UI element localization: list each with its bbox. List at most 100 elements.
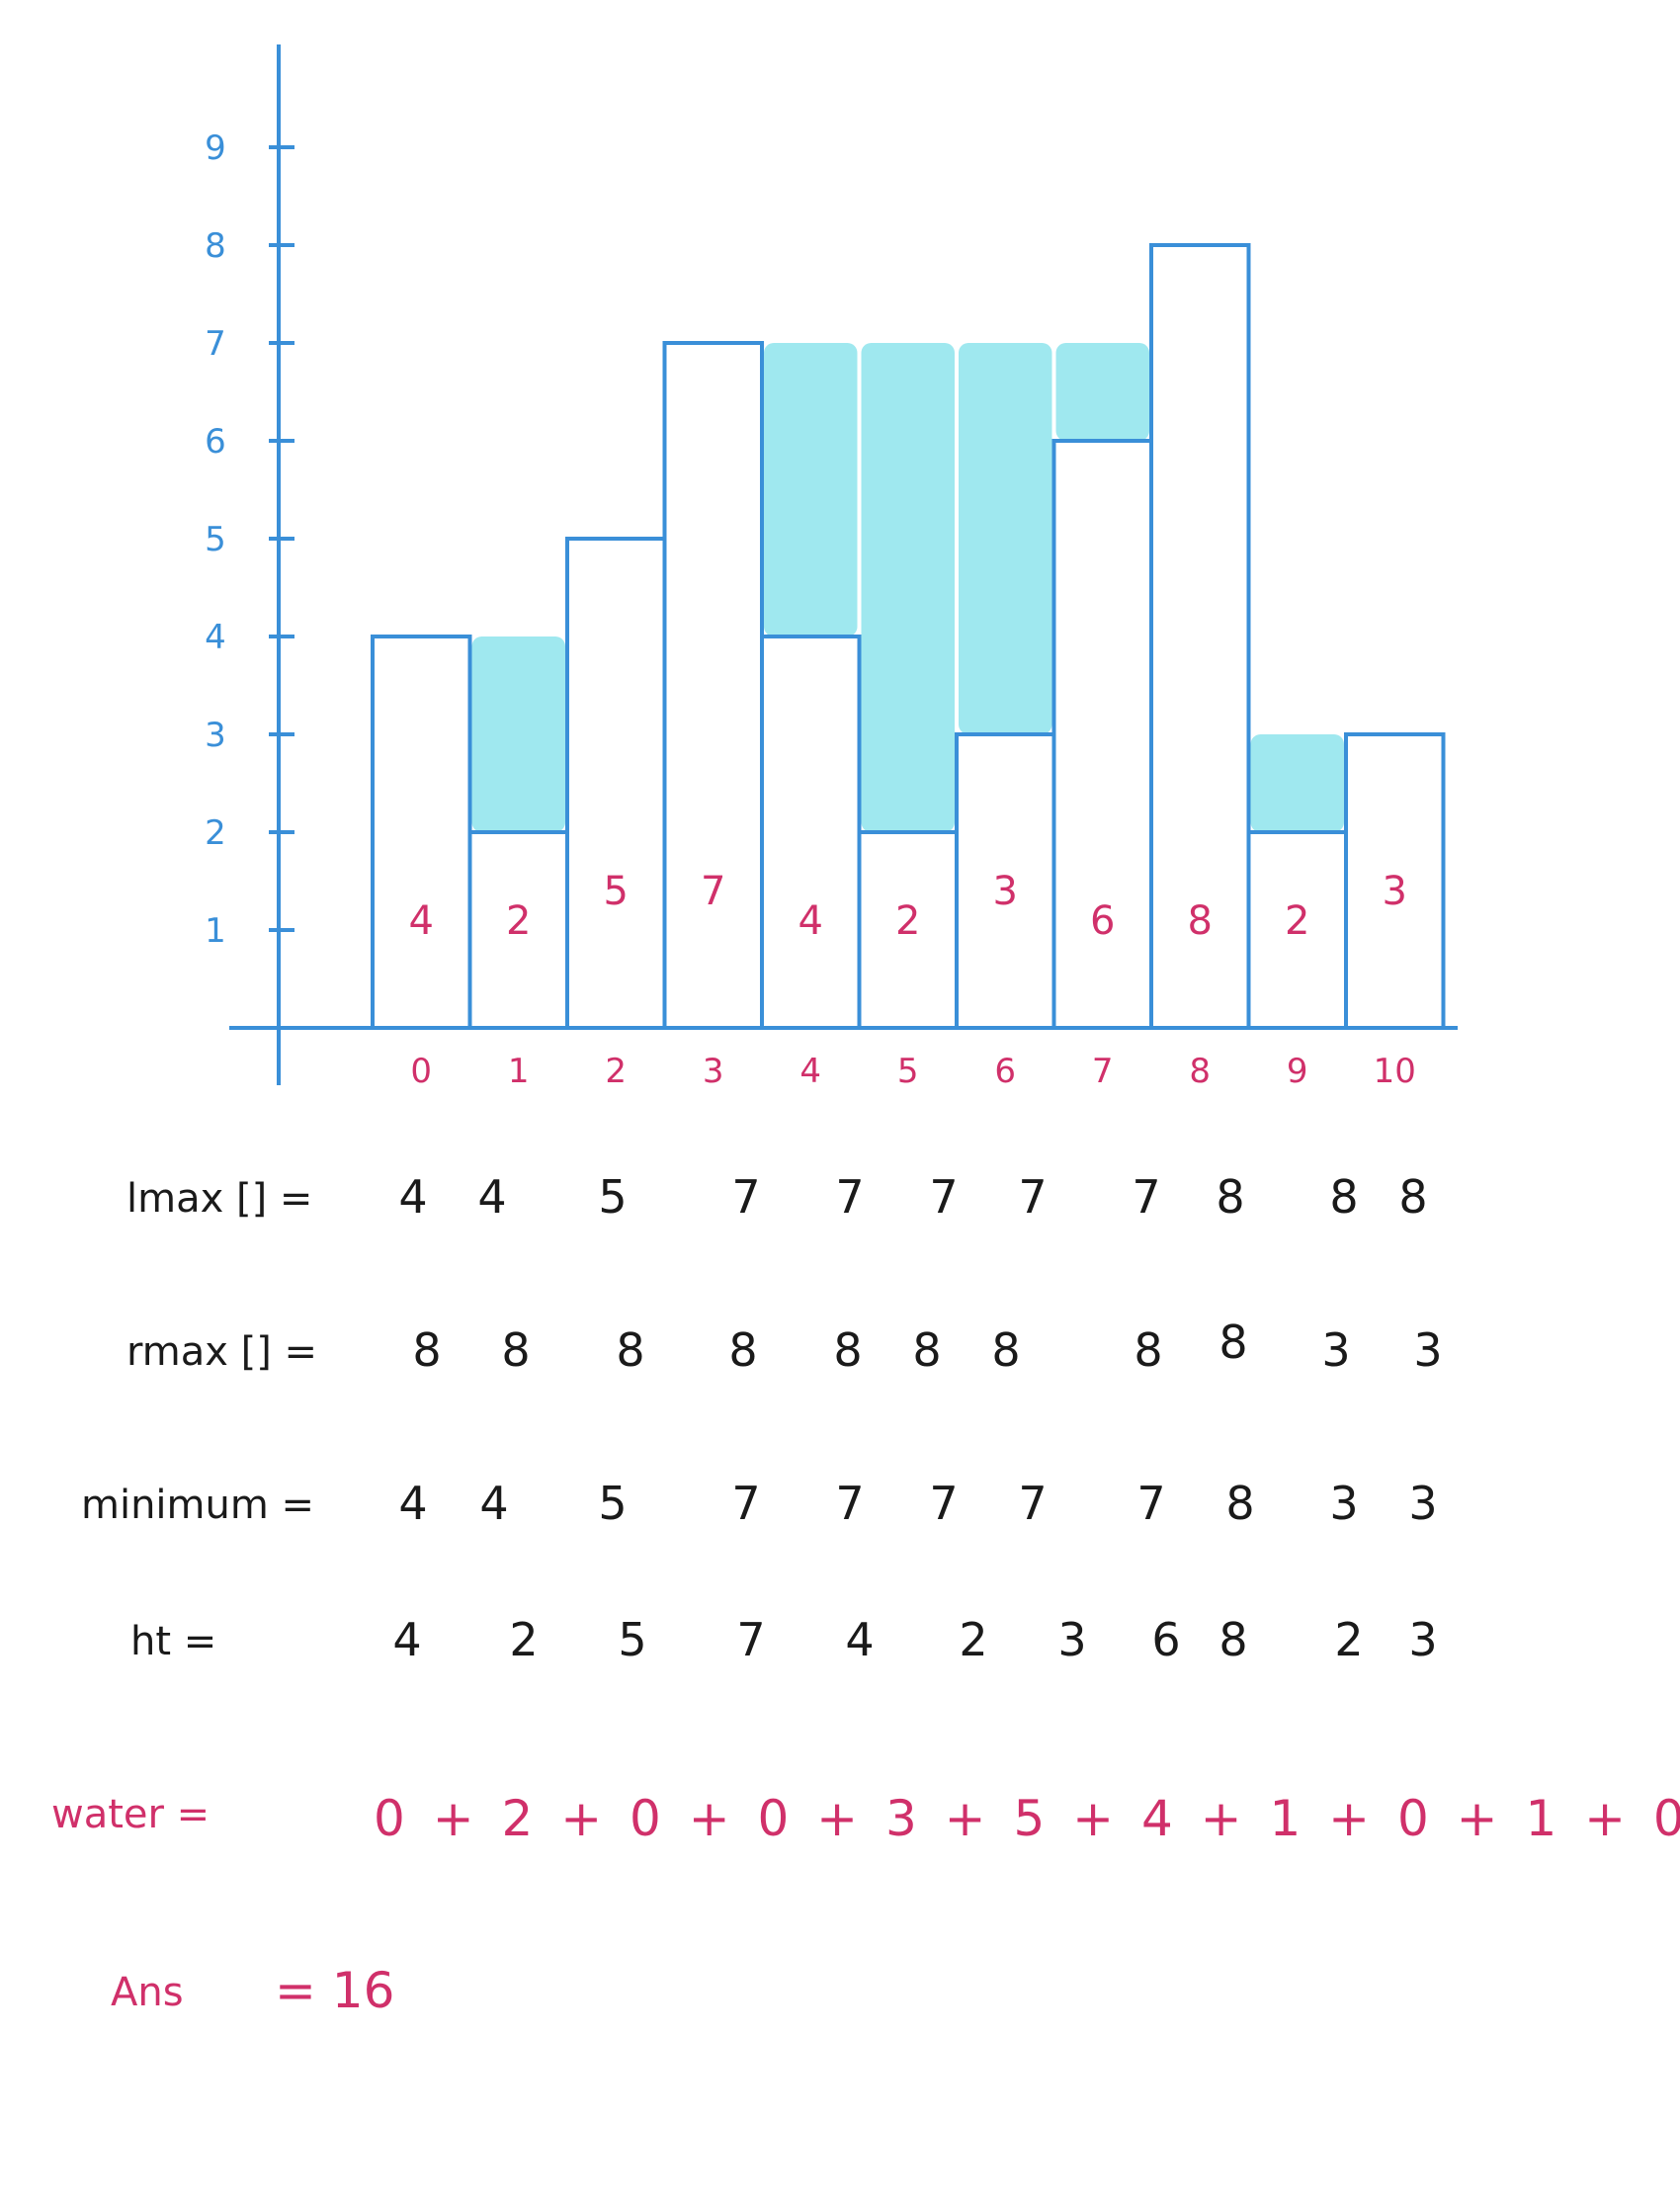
row-0-cell-4: 7: [835, 1170, 865, 1224]
x-tick-label-7: 7: [1092, 1052, 1114, 1091]
bar-0: [371, 635, 472, 1030]
row-2-cell-3: 7: [731, 1477, 761, 1530]
row-1-cell-9: 3: [1321, 1323, 1351, 1377]
y-tick-label-8: 8: [205, 226, 226, 266]
row-3-cell-7: 6: [1151, 1613, 1181, 1666]
row-2-cell-10: 3: [1408, 1477, 1438, 1530]
bar-3: [662, 341, 764, 1030]
answer-label: Ans: [111, 1970, 184, 2015]
bar-value-label-3: 7: [701, 869, 725, 914]
water-fill-6: [959, 343, 1052, 734]
bar-value-label-7: 6: [1090, 898, 1115, 944]
x-tick-label-5: 5: [897, 1052, 919, 1091]
y-tick-label-2: 2: [205, 813, 226, 853]
row-0-cell-2: 5: [598, 1170, 628, 1224]
row-1-cell-8: 8: [1218, 1315, 1248, 1369]
row-3-cell-5: 2: [959, 1613, 988, 1666]
row-2-cell-1: 4: [479, 1477, 509, 1530]
y-tick-label-3: 3: [205, 716, 226, 755]
bar-value-label-9: 2: [1285, 898, 1309, 944]
y-tick-label-9: 9: [205, 128, 226, 168]
row-2-cell-9: 3: [1329, 1477, 1359, 1530]
bar-value-label-4: 4: [798, 898, 823, 944]
row-3-cell-6: 3: [1057, 1613, 1087, 1666]
row-1-cell-5: 8: [912, 1323, 942, 1377]
answer-row: Ans = 16: [0, 1962, 1680, 2041]
row-1-cell-7: 8: [1134, 1323, 1163, 1377]
bar-value-label-1: 2: [506, 898, 531, 944]
water-fill-7: [1055, 343, 1149, 441]
x-tick-label-1: 1: [508, 1052, 530, 1091]
row-3-cell-10: 3: [1408, 1613, 1438, 1666]
lmax-label: lmax [] =: [126, 1176, 313, 1222]
row-2-cell-7: 7: [1136, 1477, 1166, 1530]
x-tick-label-2: 2: [605, 1052, 627, 1091]
answer-value: = 16: [275, 1962, 395, 2019]
row-0-cell-0: 4: [398, 1170, 428, 1224]
row-1-cell-3: 8: [728, 1323, 758, 1377]
bar-value-label-2: 5: [604, 869, 629, 914]
row-2-cell-2: 5: [598, 1477, 628, 1530]
row-3-cell-3: 7: [736, 1613, 766, 1666]
row-0-cell-10: 8: [1398, 1170, 1428, 1224]
row-2-cell-0: 4: [398, 1477, 428, 1530]
row-3-cell-4: 4: [845, 1613, 875, 1666]
bar-2: [565, 537, 667, 1030]
row-1-cell-1: 8: [501, 1323, 531, 1377]
row-3-cell-1: 2: [509, 1613, 539, 1666]
water-layer: [471, 343, 1344, 832]
water-fill-1: [471, 636, 565, 832]
y-tick-label-5: 5: [205, 520, 226, 559]
water-expression: 0 + 2 + 0 + 0 + 3 + 5 + 4 + 1 + 0 + 1 + …: [374, 1790, 1680, 1847]
x-tick-label-9: 9: [1287, 1052, 1308, 1091]
row-1-cell-4: 8: [833, 1323, 863, 1377]
bar-value-label-6: 3: [993, 869, 1018, 914]
y-tick-label-1: 1: [205, 911, 226, 951]
minimum-label: minimum =: [81, 1483, 315, 1528]
water-label: water =: [51, 1792, 210, 1837]
row-0-cell-3: 7: [731, 1170, 761, 1224]
label-layer: 4 2 5 7 4 2 3 6 8 2 3: [409, 869, 1407, 944]
row-1-cell-0: 8: [412, 1323, 442, 1377]
row-0-cell-5: 7: [929, 1170, 959, 1224]
bar-4: [760, 635, 862, 1030]
x-tick-label-0: 0: [410, 1052, 432, 1091]
bar-value-label-5: 2: [895, 898, 920, 944]
bar-value-label-8: 8: [1188, 898, 1213, 944]
row-0-cell-8: 8: [1216, 1170, 1245, 1224]
rmax-label: rmax [] =: [126, 1329, 318, 1375]
y-tick-label-7: 7: [205, 324, 226, 364]
height-label: ht =: [130, 1619, 217, 1664]
water-fill-9: [1250, 734, 1344, 832]
water-fill-5: [861, 343, 955, 832]
row-2-cell-8: 8: [1225, 1477, 1255, 1530]
row-2-cell-5: 7: [929, 1477, 959, 1530]
row-1-cell-2: 8: [616, 1323, 645, 1377]
x-tick-label-6: 6: [994, 1052, 1016, 1091]
x-tick-label-10: 10: [1374, 1052, 1416, 1091]
axis-layer: 1 2 3 4 5 6 7 8 9 0 1 2 3 4 5 6 7 8 9 10: [205, 44, 1458, 1091]
row-0-cell-1: 4: [477, 1170, 507, 1224]
row-2-cell-4: 7: [835, 1477, 865, 1530]
row-0-cell-6: 7: [1018, 1170, 1048, 1224]
bar-value-label-10: 3: [1383, 869, 1407, 914]
y-tick-label-4: 4: [205, 618, 226, 657]
row-0-cell-7: 7: [1132, 1170, 1161, 1224]
bar-value-label-0: 4: [409, 898, 434, 944]
row-1-cell-10: 3: [1413, 1323, 1443, 1377]
trapping-rain-water-diagram: 1 2 3 4 5 6 7 8 9 0 1 2 3 4 5 6 7 8 9 10 4 2 5 7 4 2 3 6 8 2 3: [205, 44, 1458, 1091]
row-3-cell-2: 5: [618, 1613, 647, 1666]
row-3-cell-9: 2: [1334, 1613, 1364, 1666]
row-0-cell-9: 8: [1329, 1170, 1359, 1224]
water-fill-4: [764, 343, 858, 636]
x-tick-label-4: 4: [799, 1052, 821, 1091]
row-3-cell-8: 8: [1218, 1613, 1248, 1666]
row-3-cell-0: 4: [392, 1613, 422, 1666]
water-row: water = 0 + 2 + 0 + 0 + 3 + 5 + 4 + 1 + …: [0, 1784, 1680, 1863]
row-1-cell-6: 8: [991, 1323, 1021, 1377]
